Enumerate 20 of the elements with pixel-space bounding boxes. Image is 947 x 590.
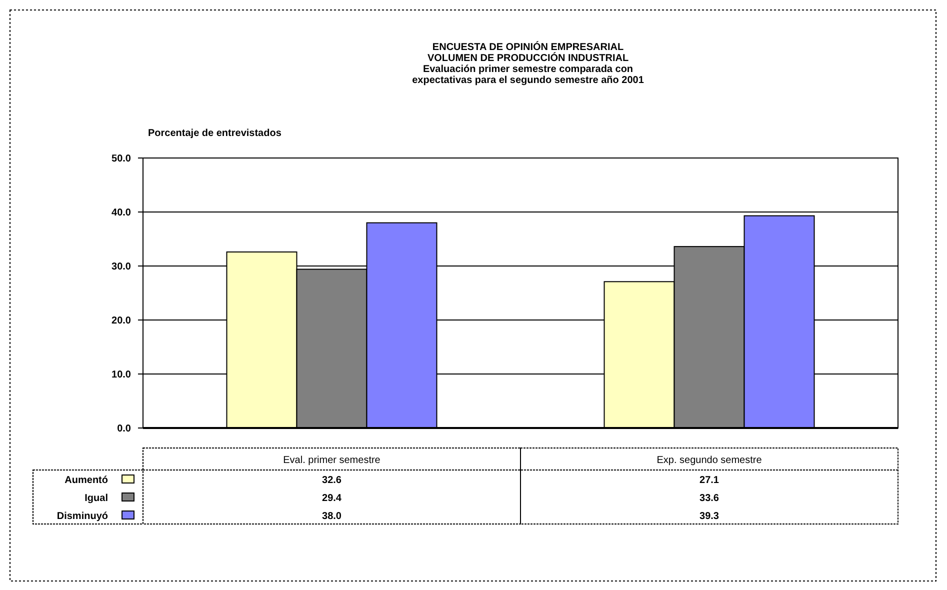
y-tick-label: 50.0 xyxy=(112,154,132,164)
y-tick-label: 20.0 xyxy=(112,316,132,326)
data-label: 38.0 xyxy=(322,511,342,522)
x-tick-label: Eval. primer semestre xyxy=(283,455,381,466)
chart-title: ENCUESTA DE OPINIÓN EMPRESARIAL VOLUMEN DE PRODUCCIÓN INDUSTRIAL xyxy=(427,41,629,64)
legend-label: Igual xyxy=(84,493,108,504)
y-tick-label: 40.0 xyxy=(112,208,132,218)
legend-label: Disminuyó xyxy=(56,511,108,522)
data-label: 27.1 xyxy=(700,475,720,486)
legend-label: Aumentó xyxy=(64,475,108,486)
data-label: 33.6 xyxy=(700,493,720,504)
y-tick-label: 30.0 xyxy=(112,262,132,272)
data-label: 29.4 xyxy=(322,493,342,504)
chart-subtitle: Evaluación primer semestre comparada con expectativas para el segundo semestre año 2001 xyxy=(412,64,644,86)
y-tick-label: 10.0 xyxy=(112,370,132,380)
data-label: 32.6 xyxy=(322,475,342,486)
y-axis-title: Porcentaje de entrevistados xyxy=(148,128,282,139)
data-label: 39.3 xyxy=(700,511,720,522)
y-tick-label: 0.0 xyxy=(117,424,132,434)
x-tick-label: Exp. segundo semestre xyxy=(656,455,762,466)
